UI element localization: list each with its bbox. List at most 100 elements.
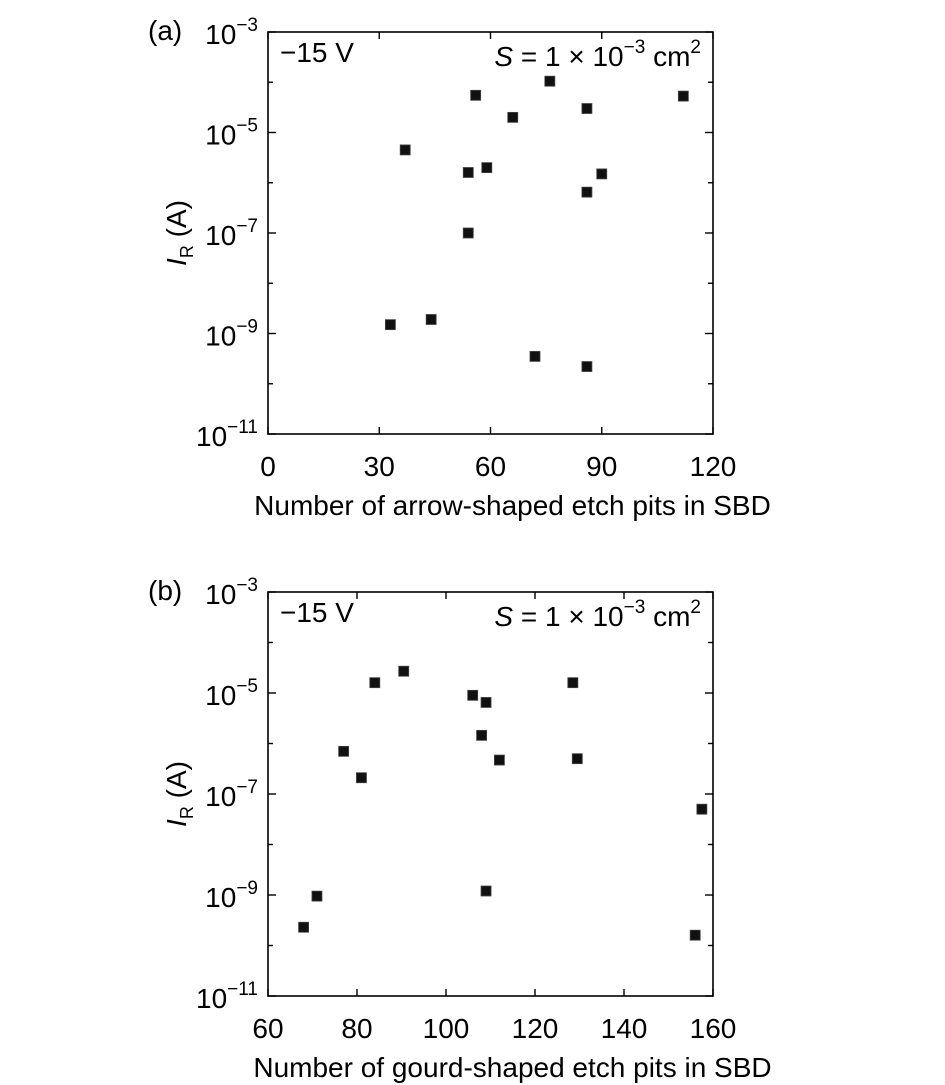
y-label-subscript: R	[177, 245, 197, 258]
data-point	[470, 89, 482, 101]
y-label-symbol: I	[161, 258, 192, 266]
data-point	[467, 689, 479, 701]
y-tick-label: 10−3	[205, 575, 258, 610]
area-unit: cm	[645, 41, 690, 72]
y-axis-label: IR (A)	[161, 200, 197, 266]
y-tick-exponent: −3	[236, 575, 258, 596]
y-tick-base: 10	[196, 983, 227, 1014]
y-tick-base: 10	[205, 19, 236, 50]
x-tick-label: 60	[475, 451, 506, 482]
y-tick-base: 10	[205, 579, 236, 610]
y-tick-label: 10−5	[205, 676, 258, 711]
y-axis-label: IR (A)	[161, 761, 197, 827]
data-point	[398, 665, 410, 677]
y-tick-exponent: −5	[236, 116, 258, 137]
y-tick-label: 10−7	[205, 216, 258, 251]
x-tick-label: 90	[586, 451, 617, 482]
y-tick-exponent: −7	[236, 777, 258, 798]
area-exponent: −3	[624, 597, 646, 618]
area-label: S = 1 × 10−3 cm2	[494, 597, 701, 632]
voltage-label: −15 V	[280, 37, 354, 68]
y-tick-base: 10	[196, 421, 227, 452]
data-point	[425, 314, 437, 325]
x-tick-label: 60	[252, 1013, 283, 1044]
data-point	[581, 186, 593, 198]
y-tick-label: 10−5	[205, 116, 258, 151]
y-tick-label: 10−11	[196, 417, 258, 452]
data-point	[369, 677, 381, 689]
data-point	[677, 90, 689, 102]
data-point	[493, 754, 505, 766]
x-axis-label: Number of arrow-shaped etch pits in SBD	[254, 490, 771, 521]
area-exponent: −3	[624, 37, 646, 58]
y-tick-base: 10	[205, 120, 236, 151]
x-tick-label: 140	[601, 1013, 648, 1044]
y-tick-label: 10−9	[205, 878, 258, 913]
data-point	[567, 677, 579, 689]
data-point	[544, 75, 556, 87]
x-tick-label: 120	[512, 1013, 559, 1044]
y-tick-base: 10	[205, 321, 236, 352]
data-point	[480, 697, 492, 708]
data-point	[571, 753, 583, 765]
y-tick-base: 10	[205, 882, 236, 913]
area-value: = 1 × 10	[513, 601, 624, 632]
y-tick-label: 10−7	[205, 777, 258, 812]
area-unit-exponent: 2	[690, 37, 701, 58]
data-point	[338, 745, 350, 757]
y-tick-label: 10−11	[196, 979, 258, 1014]
y-label-unit: (A)	[161, 200, 192, 245]
data-point	[696, 803, 708, 815]
data-point	[462, 227, 474, 239]
chart-panel-b: 60 80 100 120 140 16010−310−510−710−910−11(b)…	[148, 575, 772, 1083]
y-label-unit: (A)	[161, 761, 192, 806]
y-tick-exponent: −7	[236, 216, 258, 237]
area-value: = 1 × 10	[513, 41, 624, 72]
data-point	[581, 361, 593, 372]
data-point	[481, 162, 493, 174]
data-point	[384, 319, 396, 331]
y-label-symbol: I	[161, 819, 192, 827]
x-tick-label: 160	[690, 1013, 737, 1044]
plot-frame	[267, 591, 714, 997]
data-point	[298, 921, 310, 933]
data-point	[311, 890, 323, 902]
data-point	[529, 351, 541, 362]
area-unit: cm	[645, 601, 690, 632]
x-tick-label: 80	[341, 1013, 372, 1044]
data-point	[507, 111, 519, 123]
area-unit-exponent: 2	[690, 597, 701, 618]
data-point	[356, 772, 367, 784]
y-tick-base: 10	[205, 781, 236, 812]
area-symbol: S	[494, 601, 513, 632]
data-point	[399, 144, 411, 156]
y-tick-exponent: −11	[227, 417, 258, 438]
y-tick-exponent: −11	[227, 979, 258, 1000]
plot-frame	[267, 31, 714, 435]
data-point	[480, 885, 492, 897]
y-tick-label: 10−3	[205, 15, 258, 50]
panel-label: (b)	[148, 575, 182, 606]
y-label-subscript: R	[177, 806, 197, 819]
y-tick-exponent: −5	[236, 676, 258, 697]
y-tick-base: 10	[205, 680, 236, 711]
data-point	[476, 729, 488, 741]
x-tick-label: 120	[690, 451, 737, 482]
y-tick-exponent: −9	[236, 878, 258, 899]
area-symbol: S	[494, 41, 513, 72]
y-tick-exponent: −9	[236, 317, 258, 338]
x-axis-label: Number of gourd-shaped etch pits in SBD	[253, 1052, 771, 1083]
y-tick-base: 10	[205, 220, 236, 251]
y-tick-exponent: −3	[236, 15, 258, 36]
panel-label: (a)	[148, 15, 182, 46]
area-label: S = 1 × 10−3 cm2	[494, 37, 701, 72]
data-point	[689, 929, 701, 941]
y-tick-label: 10−9	[205, 317, 258, 352]
voltage-label: −15 V	[280, 597, 354, 628]
data-point	[462, 167, 474, 178]
x-tick-label: 0	[260, 451, 276, 482]
x-tick-label: 100	[423, 1013, 470, 1044]
x-tick-label: 30	[364, 451, 395, 482]
